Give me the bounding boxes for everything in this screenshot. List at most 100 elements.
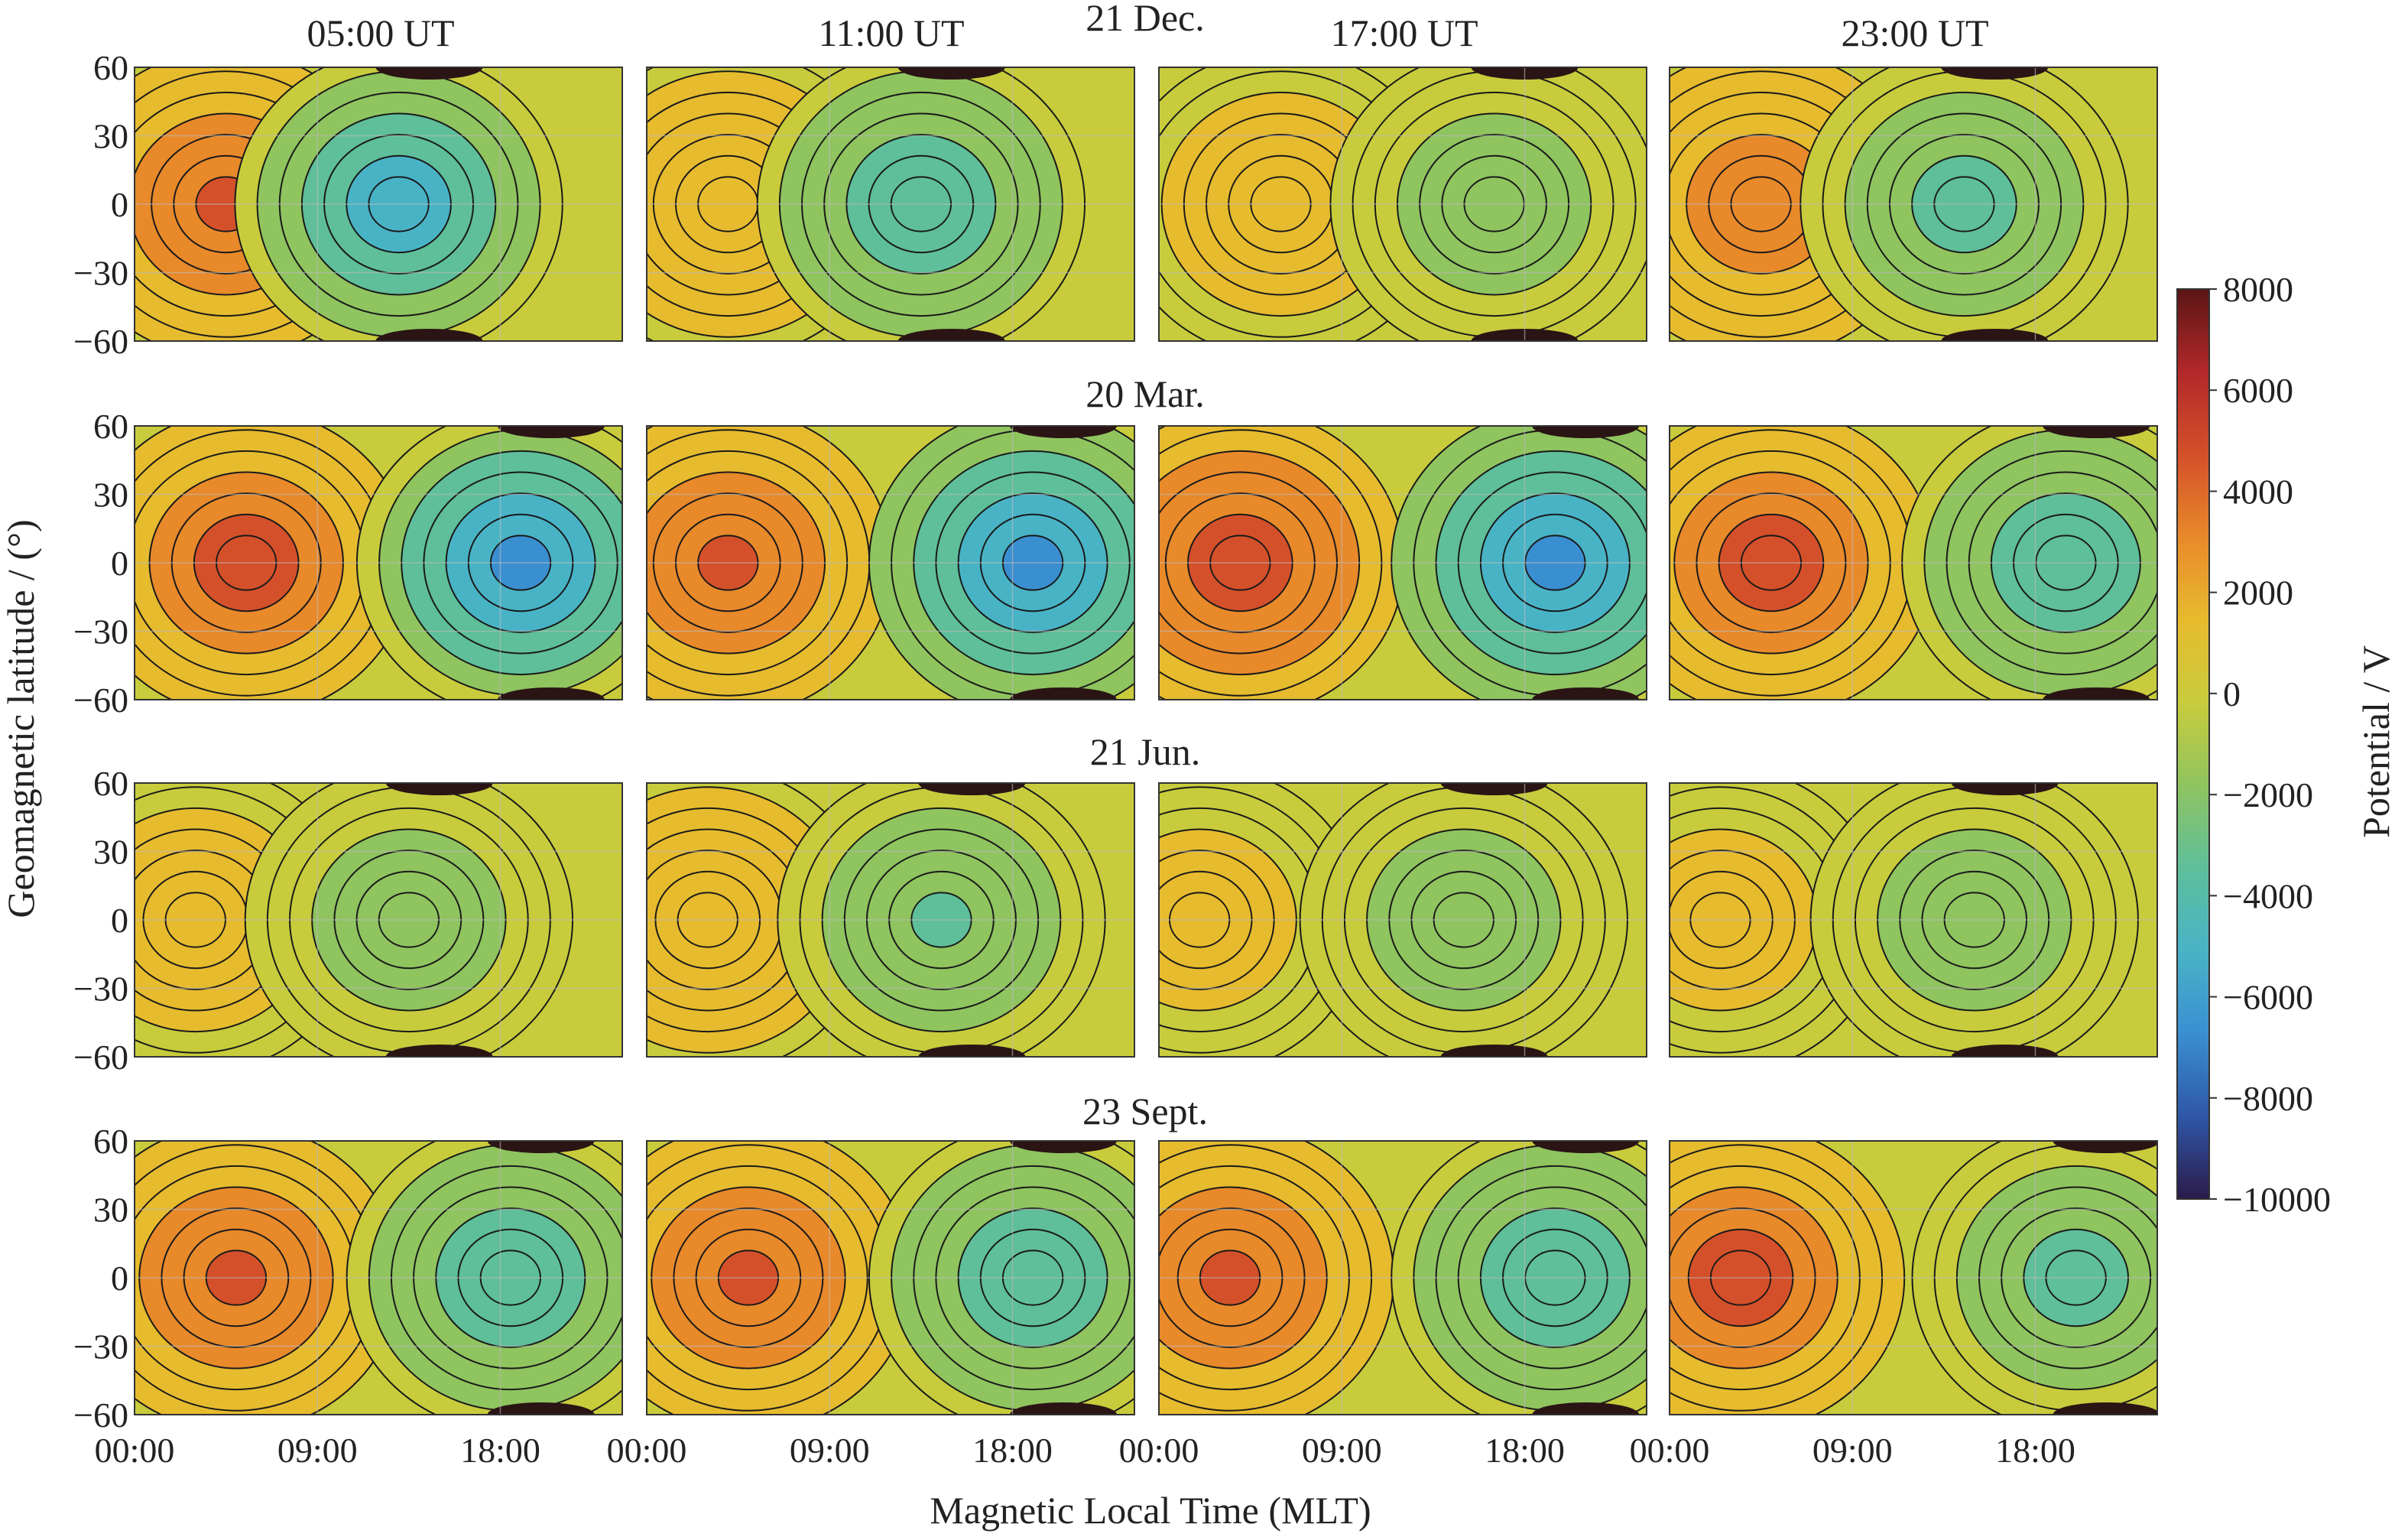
y-tick-label: 60 [93,764,128,803]
y-tick-label: −30 [73,254,128,293]
column-title-4: 23:00 UT [1841,11,1988,54]
x-tick-label: 18:00 [1485,1431,1565,1470]
colorbar-tick-label: 0 [2223,674,2241,713]
y-tick-label: 0 [111,544,128,583]
panel-frame [646,1140,1135,1415]
panel-3-4 [1669,782,2158,1058]
polar-cap [1009,687,1117,700]
row-title-jun: 21 Jun. [1090,730,1200,773]
polar-cap [1532,687,1640,700]
panel-frame [134,1140,623,1415]
panel-frame [646,425,1135,700]
panel-frame [1158,67,1647,342]
polar-cap [918,783,1026,795]
panel-3-3 [1158,782,1647,1058]
panel-2-4 [1669,425,2158,700]
panel-1-2 [646,67,1135,342]
polar-cap [487,1141,595,1153]
panel-1-1 [134,67,623,342]
panel-frame [1669,782,2158,1058]
polar-cap [918,1045,1026,1057]
panel-1-3 [1158,67,1647,342]
polar-cap [1440,1045,1548,1057]
y-tick-label: 30 [93,1191,128,1230]
column-title-3: 17:00 UT [1330,11,1478,54]
panel-frame [646,782,1135,1058]
colorbar-label: Potential / V [2354,645,2397,838]
x-axis-label: Magnetic Local Time (MLT) [930,1489,1371,1532]
x-tick-label: 00:00 [1630,1431,1710,1470]
panel-grid [134,67,2158,1415]
panel-1-4 [1669,67,2158,342]
colorbar-tick-label: −10000 [2223,1180,2331,1219]
row-title-mar: 20 Mar. [1086,372,1205,415]
polar-cap [1941,329,2049,341]
colorbar [2176,288,2210,1200]
x-tick-label: 18:00 [460,1431,540,1470]
polar-cap [2043,426,2150,438]
polar-cap [1941,67,2049,80]
colorbar-tick-label: −6000 [2223,978,2313,1017]
polar-cap [1951,1045,2059,1057]
y-tick-label: −30 [73,1327,128,1366]
panel-4-4 [1669,1140,2158,1415]
polar-cap [497,426,605,438]
y-tick-label: −30 [73,970,128,1009]
y-tick-label: 30 [93,833,128,872]
polar-cap [1009,1141,1117,1153]
polar-cap [1440,783,1548,795]
colorbar-tick-label: −8000 [2223,1079,2313,1118]
y-tick-label: 60 [93,407,128,446]
x-tick-label: 09:00 [790,1431,870,1470]
colorbar-tick-label: 4000 [2223,472,2293,511]
panel-frame [1669,425,2158,700]
column-title-2: 11:00 UT [818,11,964,54]
polar-cap [497,687,605,700]
x-tick-label: 00:00 [95,1431,175,1470]
panel-2-2 [646,425,1135,700]
panel-2-3 [1158,425,1647,700]
y-tick-label: 30 [93,117,128,156]
panel-frame [1669,1140,2158,1415]
y-tick-label: 0 [111,1259,128,1298]
polar-cap [897,67,1005,80]
y-tick-label: −60 [73,1038,128,1077]
row-title-sept: 23 Sept. [1082,1090,1208,1132]
polar-cap [897,329,1005,341]
y-tick-label: 0 [111,901,128,940]
polar-cap [1009,1402,1117,1415]
panel-frame [1158,425,1647,700]
panel-frame [646,67,1135,342]
polar-cap [2043,687,2150,700]
y-tick-label: 60 [93,48,128,87]
polar-cap [2053,1402,2157,1415]
x-tick-label: 18:00 [1995,1431,2075,1470]
panel-frame [1158,1140,1647,1415]
x-tick-label: 18:00 [972,1431,1053,1470]
panel-4-1 [134,1140,623,1415]
polar-cap [2053,1141,2157,1153]
polar-cap [1009,426,1117,438]
panel-frame [134,782,623,1058]
panel-frame [1158,782,1647,1058]
x-tick-label: 09:00 [1302,1431,1382,1470]
column-title-1: 05:00 UT [307,11,454,54]
panel-3-1 [134,782,623,1058]
x-tick-label: 00:00 [1119,1431,1199,1470]
polar-cap [375,67,483,80]
colorbar-tick-label: 6000 [2223,371,2293,410]
polar-cap [385,783,493,795]
colorbar-tick-labels: 8000 6000 4000 2000 0 −2000 −4000 −6000 −8000 −10… [2209,270,2331,1219]
y-axis-label: Geomagnetic latitude / (°) [0,519,42,918]
colorbar-tick-label: 8000 [2223,270,2293,309]
x-tick-label: 09:00 [277,1431,358,1470]
panel-3-2 [646,782,1135,1058]
x-tick-labels: 00:00 09:00 18:00 00:00 09:00 18:00 00:00 09:00… [95,1431,2075,1470]
y-tick-label: −30 [73,613,128,652]
polar-cap [1532,1141,1640,1153]
y-tick-label: 30 [93,476,128,515]
y-tick-labels: 60 30 0 −30 −60 60 30 0 −30 −60 60 30 0 −30 −60 60 30 0 −3… [73,48,128,1435]
colorbar-tick-label: 2000 [2223,574,2293,613]
polar-cap [1532,426,1640,438]
